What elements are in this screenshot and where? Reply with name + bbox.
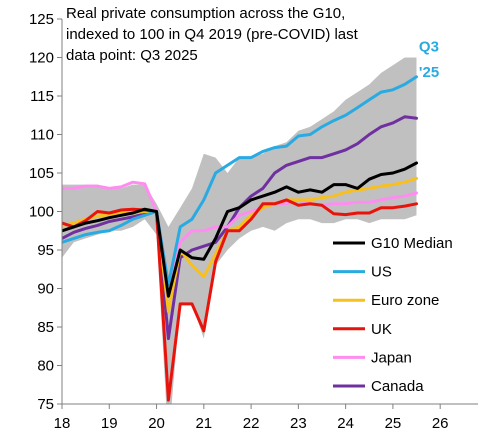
y-tick-label: 80: [37, 358, 54, 375]
series-line-us: [62, 75, 418, 287]
series-line-g10-median: [62, 161, 418, 298]
legend-label-us: US: [371, 264, 392, 281]
y-tick-label: 100: [29, 204, 54, 221]
y-tick-label: 85: [37, 319, 54, 336]
series-line-uk: [62, 198, 418, 402]
x-tick-label: 20: [148, 415, 165, 432]
legend-label-japan: Japan: [371, 349, 412, 366]
last-point-annotation: Q3: [419, 38, 439, 55]
series-layer: [62, 75, 418, 402]
x-tick-label: 25: [385, 415, 402, 432]
x-tick-label: 18: [54, 415, 71, 432]
y-tick-label: 105: [29, 165, 54, 182]
legend-label-canada: Canada: [371, 378, 424, 395]
last-point-annotation: '25: [419, 64, 439, 81]
x-tick-label: 19: [101, 415, 118, 432]
y-tick-label: 95: [37, 242, 54, 259]
y-tick-label: 110: [30, 127, 54, 144]
y-tick-label: 125: [29, 11, 54, 28]
chart-title: Real private consumption across the G10,…: [66, 5, 359, 64]
chart-title-line: indexed to 100 in Q4 2019 (pre-COVID) la…: [66, 26, 359, 43]
x-tick-label: 22: [243, 415, 260, 432]
y-tick-label: 75: [37, 396, 54, 413]
range-band: [62, 57, 417, 404]
x-tick-label: 26: [432, 415, 449, 432]
legend-label-uk: UK: [371, 321, 392, 338]
axes-layer: 75 80 85 90 95 100 105 110 115 120 125 18 19 20 21 22 23…: [29, 11, 478, 432]
x-tick-label: 24: [337, 415, 354, 432]
y-tick-label: 115: [30, 88, 54, 105]
y-tick-label: 90: [37, 281, 54, 298]
x-tick-label: 23: [290, 415, 307, 432]
x-tick-label: 21: [195, 415, 212, 432]
legend-label-g10-median: G10 Median: [371, 235, 453, 252]
series-line-euro-zone: [62, 176, 418, 314]
legend-label-euro-zone: Euro zone: [371, 292, 439, 309]
range-band-layer: [62, 57, 417, 404]
annotation-layer: Q3 '25: [419, 38, 439, 80]
chart-title-line: data point: Q3 2025: [66, 47, 198, 64]
y-tick-label: 120: [29, 50, 54, 67]
chart-title-line: Real private consumption across the G10,: [66, 5, 345, 22]
series-line-japan: [62, 180, 418, 287]
legend: G10 Median US Euro zone UK Japan Canada: [333, 235, 453, 395]
